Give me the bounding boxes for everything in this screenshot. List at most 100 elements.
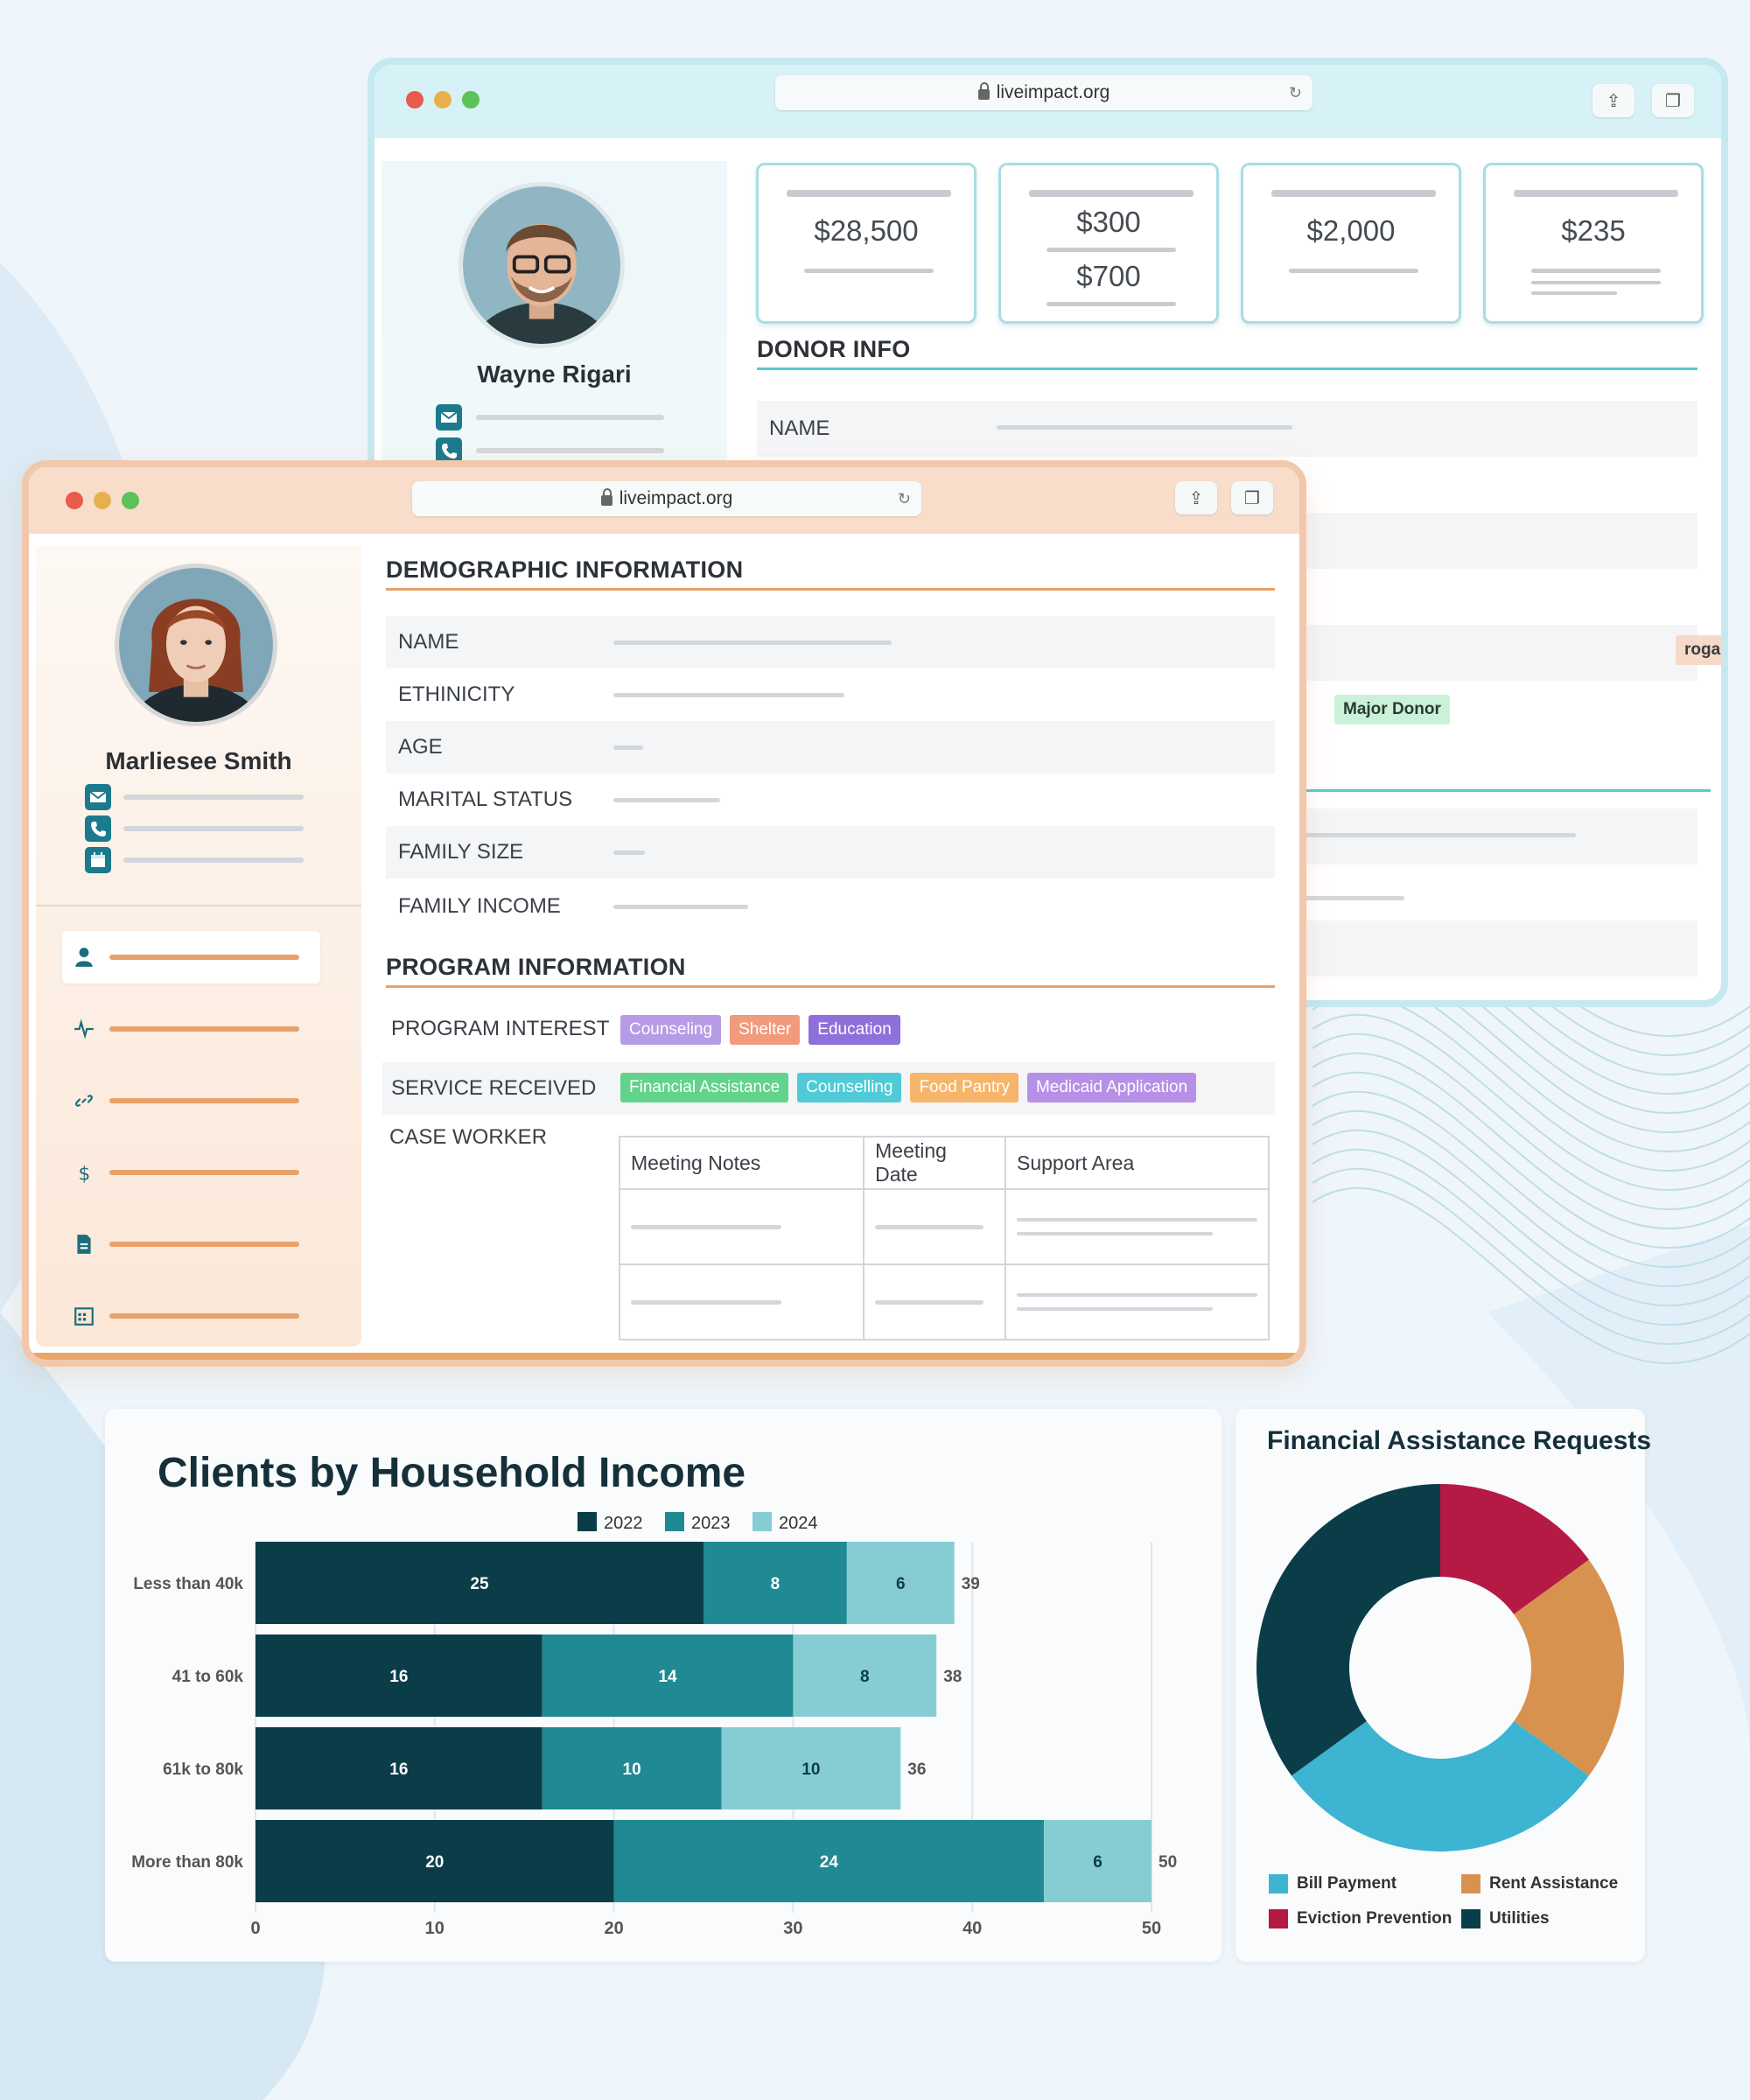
bar-segment-2024[interactable] xyxy=(721,1727,901,1810)
tag-counseling[interactable]: Counseling xyxy=(620,1015,722,1045)
legend-item-eviction-prevention[interactable]: Eviction Prevention xyxy=(1269,1909,1461,1928)
legend-item-utilities[interactable]: Utilities xyxy=(1461,1909,1636,1928)
program-rule xyxy=(386,985,1275,988)
share-button[interactable]: ⇪ xyxy=(1592,84,1634,117)
stat-card-2[interactable]: $300 $700 xyxy=(998,163,1219,324)
tag-education[interactable]: Education xyxy=(808,1015,900,1045)
client-name: Marliesee Smith xyxy=(105,747,292,774)
sidebar-divider xyxy=(36,905,361,906)
legend-label: Rent Assistance xyxy=(1489,1874,1619,1893)
field-value-placeholder xyxy=(613,798,720,802)
calendar-icon[interactable] xyxy=(85,847,111,873)
x-tick-label: 20 xyxy=(604,1919,623,1938)
col-support-area[interactable]: Support Area xyxy=(1004,1136,1270,1190)
field-label: ETHINICITY xyxy=(398,682,515,706)
email-icon[interactable] xyxy=(85,784,111,810)
stat-card-line xyxy=(787,190,951,197)
stat-card-1[interactable]: $28,500 xyxy=(756,163,976,324)
donut-legend: Bill Payment Rent Assistance Eviction Prev… xyxy=(1269,1874,1636,1928)
stat-card-line xyxy=(1046,302,1176,306)
program-interest-tags: Counseling Shelter Education xyxy=(620,1015,909,1045)
tag-medicaid-application[interactable]: Medicaid Application xyxy=(1026,1073,1197,1102)
close-dot[interactable] xyxy=(406,91,424,108)
bar-value-label: 16 xyxy=(389,1760,408,1779)
bar-segment-2023[interactable] xyxy=(613,1820,1045,1902)
service-received-row: SERVICE RECEIVED Financial Assistance Cou… xyxy=(382,1062,1275,1115)
placeholder-line xyxy=(1299,896,1404,900)
field-label: MARITAL STATUS xyxy=(398,788,573,811)
reload-icon[interactable]: ↻ xyxy=(897,489,911,508)
stat-card-4[interactable]: $235 xyxy=(1483,163,1704,324)
nav-item-schedule[interactable] xyxy=(62,1290,320,1342)
bar-segment-2023[interactable] xyxy=(542,1727,722,1810)
bar-segment-2022[interactable] xyxy=(256,1820,614,1902)
col-meeting-date[interactable]: Meeting Date xyxy=(863,1136,1006,1190)
field-row-age: AGE xyxy=(386,721,1275,774)
table-row[interactable] xyxy=(618,1188,1270,1265)
close-dot[interactable] xyxy=(66,492,83,509)
nav-item-documents[interactable] xyxy=(62,1218,320,1270)
col-meeting-notes[interactable]: Meeting Notes xyxy=(618,1136,865,1190)
donut-slice-utilities[interactable] xyxy=(1256,1484,1440,1776)
legend-label: Bill Payment xyxy=(1297,1874,1397,1893)
donut-slice-rent-assistance[interactable] xyxy=(1514,1559,1624,1776)
nav-item-donations[interactable]: $ xyxy=(62,1146,320,1199)
nav-item-links[interactable] xyxy=(62,1074,320,1127)
nav-label-placeholder xyxy=(109,955,299,960)
window-controls xyxy=(66,492,139,509)
category-label: 41 to 60k xyxy=(172,1668,244,1686)
donut-slice-eviction-prevention[interactable] xyxy=(1440,1484,1589,1614)
bar-value-label: 8 xyxy=(771,1575,780,1593)
major-donor-tag[interactable]: Major Donor xyxy=(1334,695,1450,724)
bar-segment-2024[interactable] xyxy=(846,1542,955,1624)
table-row[interactable] xyxy=(618,1264,1270,1340)
donut-slice-bill-payment[interactable] xyxy=(1292,1721,1589,1852)
maximize-dot[interactable] xyxy=(462,91,480,108)
legend-item-bill-payment[interactable]: Bill Payment xyxy=(1269,1874,1461,1894)
phone-icon[interactable] xyxy=(85,816,111,842)
field-label: FAMILY SIZE xyxy=(398,840,524,864)
field-value-placeholder xyxy=(613,850,645,855)
minimize-dot[interactable] xyxy=(434,91,452,108)
bar-segment-2022[interactable] xyxy=(256,1727,542,1810)
phone-icon[interactable] xyxy=(436,438,462,464)
program-tag-partial[interactable]: rogarm xyxy=(1676,635,1721,665)
bar-total-label: 38 xyxy=(943,1668,962,1686)
dollar-icon: $ xyxy=(79,1164,91,1184)
tabs-button[interactable]: ❐ xyxy=(1652,84,1694,117)
legend-item-rent-assistance[interactable]: Rent Assistance xyxy=(1461,1874,1636,1894)
bar-segment-2022[interactable] xyxy=(256,1634,542,1717)
table-cell xyxy=(618,1188,865,1265)
maximize-dot[interactable] xyxy=(122,492,139,509)
legend-label-2023: 2023 xyxy=(691,1514,731,1533)
bar-segment-2022[interactable] xyxy=(256,1542,704,1624)
bar-segment-2023[interactable] xyxy=(542,1634,794,1717)
tabs-button[interactable]: ❐ xyxy=(1231,481,1273,514)
bar-segment-2023[interactable] xyxy=(704,1542,847,1624)
client-date-placeholder xyxy=(123,858,304,863)
bar-segment-2024[interactable] xyxy=(793,1634,937,1717)
tag-counselling[interactable]: Counselling xyxy=(797,1073,902,1102)
legend-swatch xyxy=(1461,1909,1480,1928)
email-icon[interactable] xyxy=(436,404,462,430)
field-value-placeholder xyxy=(613,746,643,750)
client-url-bar[interactable]: liveimpact.org ↻ xyxy=(412,481,921,516)
bar-segment-2024[interactable] xyxy=(1044,1820,1152,1902)
stat-card-3[interactable]: $2,000 xyxy=(1241,163,1461,324)
cell-placeholder xyxy=(875,1299,984,1305)
nav-label-placeholder xyxy=(109,1242,299,1247)
nav-item-profile[interactable] xyxy=(62,931,320,984)
tag-food-pantry[interactable]: Food Pantry xyxy=(910,1073,1018,1102)
tag-financial-assistance[interactable]: Financial Assistance xyxy=(620,1073,789,1102)
donor-url-bar[interactable]: liveimpact.org ↻ xyxy=(775,75,1312,110)
legend-label-2022: 2022 xyxy=(604,1514,643,1533)
share-button[interactable]: ⇪ xyxy=(1175,481,1217,514)
stat-card-line xyxy=(1531,269,1661,273)
reload-icon[interactable]: ↻ xyxy=(1288,83,1302,102)
client-url-text: liveimpact.org xyxy=(619,488,733,508)
tag-shelter[interactable]: Shelter xyxy=(730,1015,801,1045)
nav-item-activity[interactable] xyxy=(62,1003,320,1055)
cell-placeholder xyxy=(1017,1232,1213,1236)
cell-placeholder xyxy=(631,1299,781,1305)
minimize-dot[interactable] xyxy=(94,492,111,509)
